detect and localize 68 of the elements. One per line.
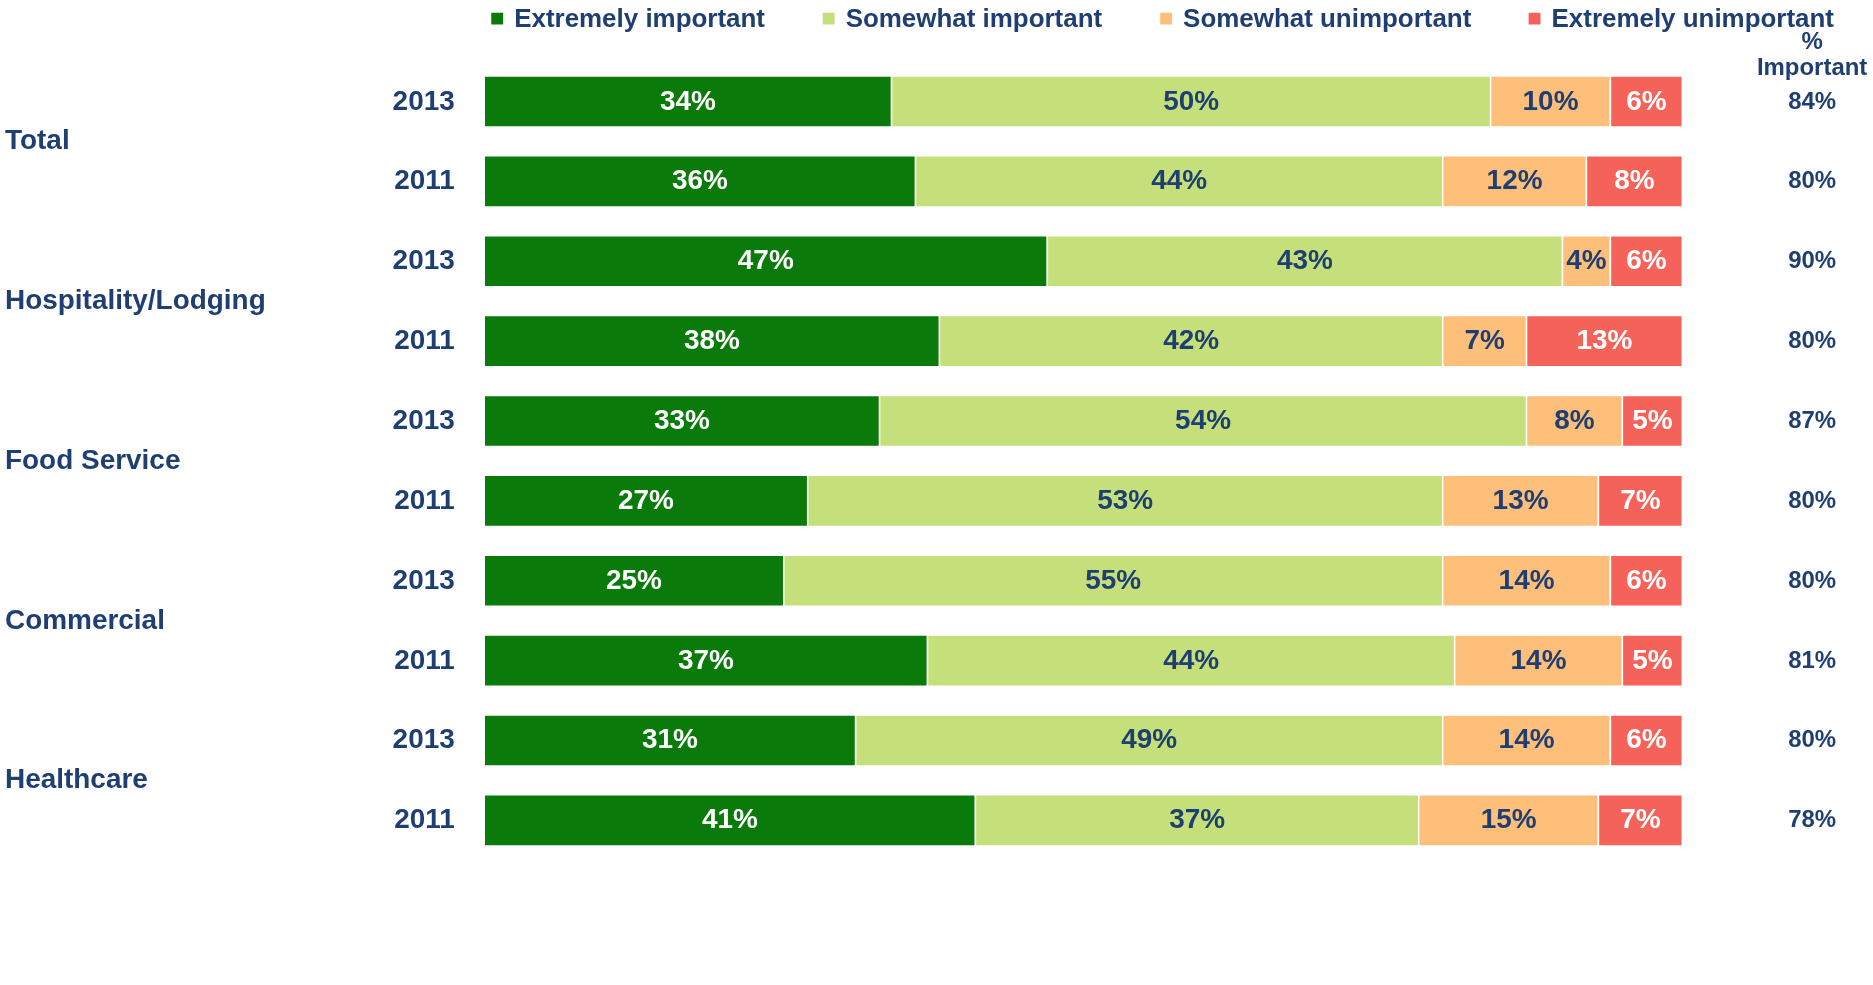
data-label: 14% — [1498, 723, 1555, 755]
text: 80% — [1788, 166, 1837, 194]
data-label: 14% — [1498, 563, 1555, 595]
data-label: 37% — [677, 643, 734, 675]
data-label: 33% — [653, 404, 711, 436]
data-label: 25% — [606, 563, 663, 595]
data-label: 27% — [618, 483, 675, 515]
data-label: 50% — [1163, 84, 1220, 116]
data-label: 5% — [1632, 643, 1673, 675]
y-tick-label: 2011 — [394, 803, 455, 835]
data-label: 8% — [1614, 164, 1655, 196]
y-tick-label: 2011 — [394, 483, 455, 515]
data-label: 7% — [1620, 483, 1661, 515]
text: Food Service — [4, 443, 181, 475]
data-label: 34% — [659, 84, 717, 116]
data-label: 47% — [737, 244, 794, 276]
text: 87% — [1788, 406, 1837, 434]
data-label: 7% — [1620, 803, 1661, 835]
data-label: 13% — [1492, 483, 1549, 515]
text: Total — [4, 124, 70, 156]
data-label: 44% — [1151, 164, 1208, 196]
text: 80% — [1788, 485, 1837, 513]
y-tick-label: 2013 — [392, 84, 455, 116]
legend-label: Somewhat important — [845, 3, 1103, 32]
data-label: 10% — [1522, 84, 1579, 116]
data-label: 6% — [1626, 723, 1667, 755]
data-label: 15% — [1480, 803, 1537, 835]
legend-label: Extremely important — [514, 3, 766, 32]
y-tick-label: 2011 — [394, 643, 455, 675]
data-label: 8% — [1554, 404, 1595, 436]
text: 78% — [1788, 805, 1837, 833]
y-tick-label: 2011 — [394, 164, 455, 196]
data-label: 5% — [1632, 404, 1673, 436]
data-label: 41% — [701, 803, 758, 835]
text: Commercial — [4, 603, 165, 635]
legend-label: Somewhat unimportant — [1183, 3, 1472, 32]
data-label: 44% — [1163, 643, 1220, 675]
text: 80% — [1788, 725, 1837, 753]
text: 80% — [1788, 565, 1837, 593]
text: Hospitality/Lodging — [4, 284, 266, 316]
data-label: 55% — [1085, 563, 1142, 595]
data-label: 6% — [1626, 244, 1667, 276]
data-label: 7% — [1464, 324, 1505, 356]
data-label: 43% — [1276, 244, 1334, 276]
data-label: 14% — [1510, 643, 1567, 675]
data-label: 4% — [1566, 244, 1607, 276]
data-label: 13% — [1576, 324, 1633, 356]
data-label: 36% — [671, 164, 728, 196]
y-tick-label: 2013 — [392, 563, 455, 595]
text: 81% — [1788, 645, 1837, 673]
data-label: 42% — [1163, 324, 1220, 356]
y-tick-label: 2013 — [392, 723, 455, 755]
data-label: 12% — [1486, 164, 1543, 196]
y-tick-label: 2013 — [392, 244, 455, 276]
y-tick-label: 2011 — [394, 324, 455, 356]
data-label: 6% — [1626, 84, 1667, 116]
data-label: 53% — [1097, 483, 1154, 515]
data-label: 6% — [1626, 563, 1667, 595]
text: 90% — [1788, 246, 1837, 274]
data-label: 49% — [1121, 723, 1178, 755]
data-label: 38% — [683, 324, 740, 356]
text: 80% — [1788, 326, 1837, 354]
data-label: 37% — [1169, 803, 1226, 835]
y-tick-label: 2013 — [392, 404, 455, 436]
text: Healthcare — [4, 763, 148, 795]
text: 84% — [1788, 86, 1837, 114]
data-label: 54% — [1175, 404, 1232, 436]
data-label: 31% — [641, 723, 699, 755]
